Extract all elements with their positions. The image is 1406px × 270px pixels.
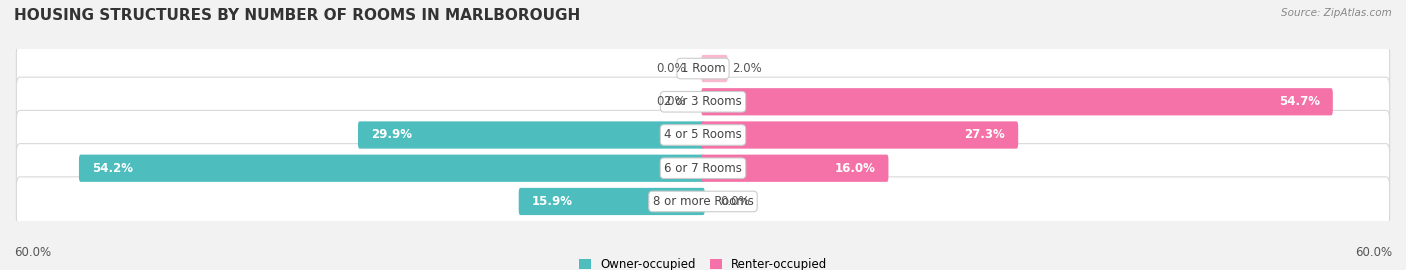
FancyBboxPatch shape <box>17 77 1389 126</box>
Text: 54.7%: 54.7% <box>1278 95 1320 108</box>
Legend: Owner-occupied, Renter-occupied: Owner-occupied, Renter-occupied <box>579 258 827 270</box>
Text: 6 or 7 Rooms: 6 or 7 Rooms <box>664 162 742 175</box>
Text: 16.0%: 16.0% <box>834 162 875 175</box>
Text: 4 or 5 Rooms: 4 or 5 Rooms <box>664 129 742 141</box>
FancyBboxPatch shape <box>702 88 1333 115</box>
FancyBboxPatch shape <box>359 122 704 148</box>
FancyBboxPatch shape <box>79 155 704 182</box>
Text: 0.0%: 0.0% <box>657 95 686 108</box>
FancyBboxPatch shape <box>702 155 889 182</box>
Text: 2.0%: 2.0% <box>731 62 762 75</box>
FancyBboxPatch shape <box>702 122 1018 148</box>
Text: 29.9%: 29.9% <box>371 129 412 141</box>
FancyBboxPatch shape <box>17 144 1389 193</box>
Text: Source: ZipAtlas.com: Source: ZipAtlas.com <box>1281 8 1392 18</box>
FancyBboxPatch shape <box>17 110 1389 160</box>
Text: 2 or 3 Rooms: 2 or 3 Rooms <box>664 95 742 108</box>
Text: 0.0%: 0.0% <box>657 62 686 75</box>
FancyBboxPatch shape <box>17 44 1389 93</box>
FancyBboxPatch shape <box>519 188 704 215</box>
FancyBboxPatch shape <box>702 55 728 82</box>
Text: 60.0%: 60.0% <box>14 246 51 259</box>
Text: 27.3%: 27.3% <box>965 129 1005 141</box>
FancyBboxPatch shape <box>17 177 1389 226</box>
Text: HOUSING STRUCTURES BY NUMBER OF ROOMS IN MARLBOROUGH: HOUSING STRUCTURES BY NUMBER OF ROOMS IN… <box>14 8 581 23</box>
Text: 54.2%: 54.2% <box>93 162 134 175</box>
Text: 0.0%: 0.0% <box>720 195 749 208</box>
Text: 8 or more Rooms: 8 or more Rooms <box>652 195 754 208</box>
Text: 1 Room: 1 Room <box>681 62 725 75</box>
Text: 60.0%: 60.0% <box>1355 246 1392 259</box>
Text: 15.9%: 15.9% <box>531 195 572 208</box>
